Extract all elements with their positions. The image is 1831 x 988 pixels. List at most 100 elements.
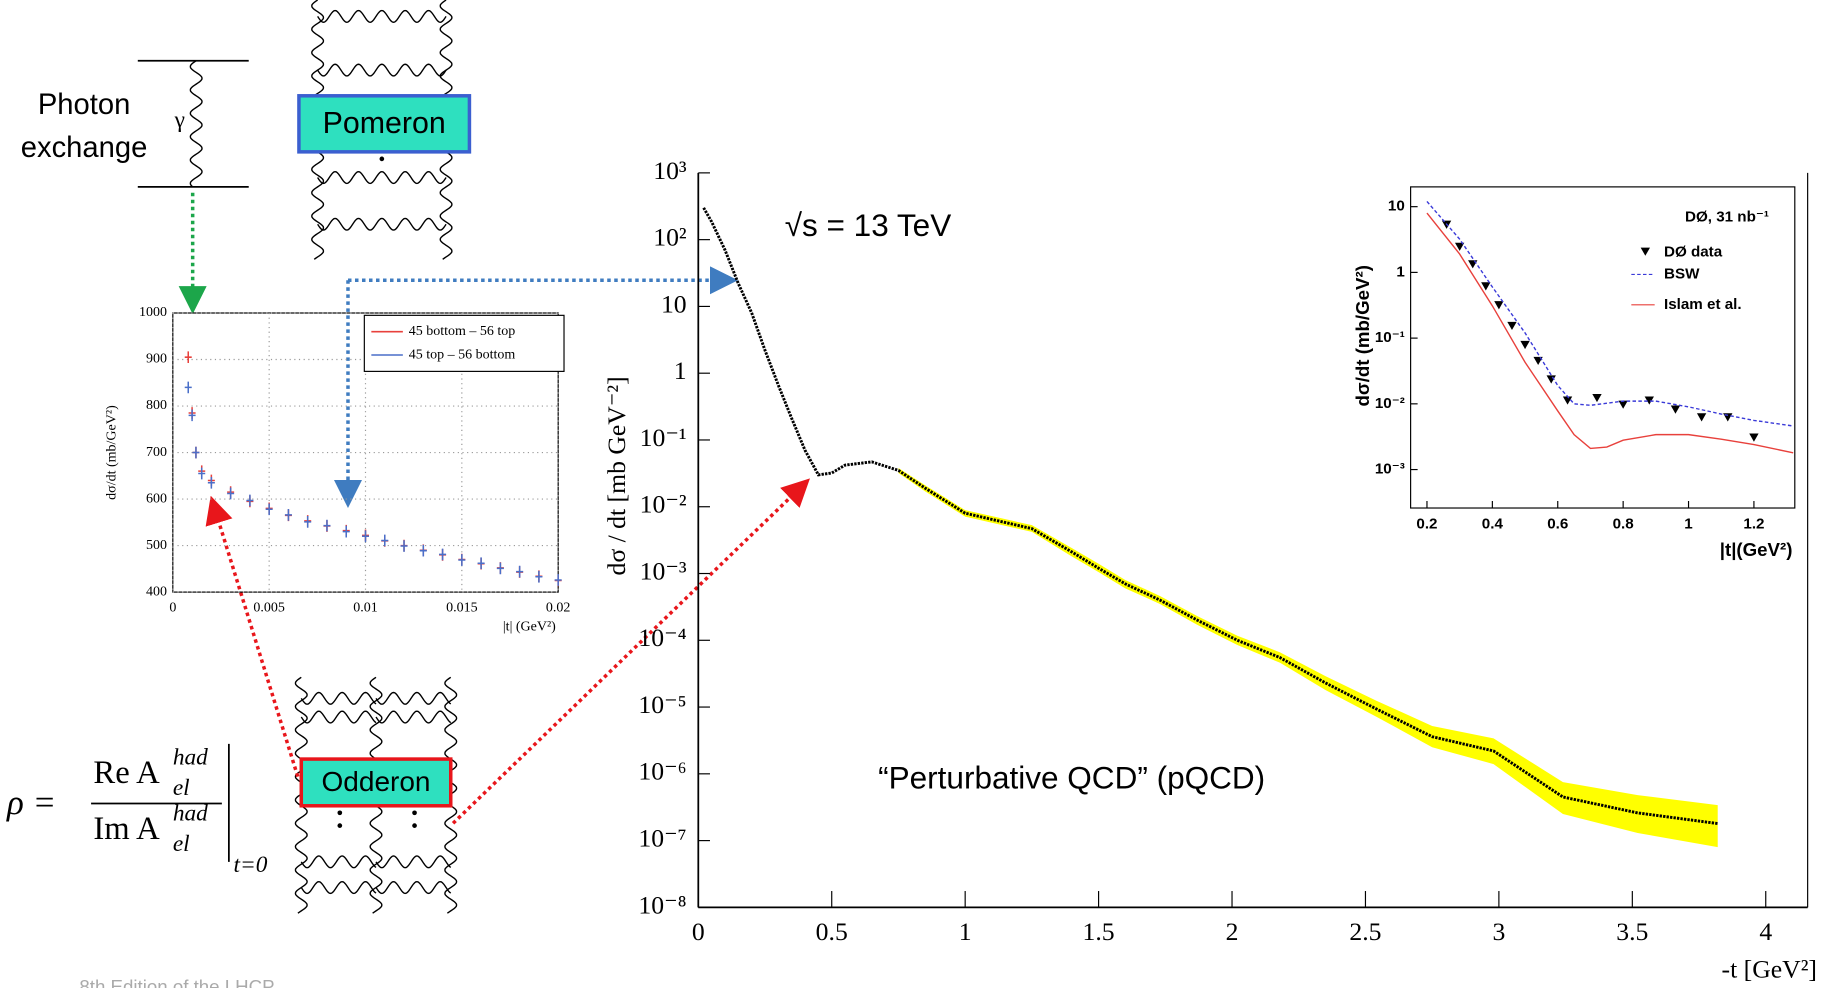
data-marker: [1507, 321, 1517, 331]
x-tick-label: 3: [1492, 917, 1505, 946]
x-tick-label: 0.8: [1613, 515, 1634, 532]
data-marker: [1481, 282, 1491, 291]
legend-label: 45 bottom – 56 top: [409, 324, 516, 339]
legend-label: Islam et al.: [1664, 296, 1742, 313]
data-point: [198, 467, 206, 480]
data-marker: [1562, 396, 1573, 405]
gluon-line: [300, 710, 377, 724]
gluon-line: [317, 9, 447, 23]
x-tick-label: 0: [169, 601, 176, 616]
legend-label: DØ data: [1664, 243, 1723, 260]
x-tick-label: 0.02: [546, 601, 571, 616]
y-tick-label: 10⁻⁸: [638, 890, 686, 919]
y-tick-label: 10⁻⁶: [638, 757, 686, 786]
x-tick-label: 1: [959, 917, 972, 946]
data-line: [702, 207, 1718, 826]
footer: 8th Edition of the LHCP: [79, 976, 274, 988]
inset-background: [1340, 175, 1807, 567]
y-tick-label: 10³: [653, 156, 687, 185]
y-tick-label: 10: [1388, 198, 1405, 215]
y-tick-label: 800: [146, 398, 167, 413]
y-tick-label: 1: [1396, 263, 1405, 280]
dots: [337, 810, 417, 828]
pomeron-label: Pomeron: [323, 107, 446, 140]
data-marker: [1696, 413, 1707, 422]
x-tick-label: 0.2: [1416, 515, 1437, 532]
x-tick-label: 0.005: [253, 601, 285, 616]
y-axis-label: dσ/dt (mb/GeV²): [1352, 265, 1373, 406]
gluon-line: [375, 710, 452, 724]
y-tick-label: 500: [146, 538, 167, 553]
y-tick-label: 700: [146, 445, 167, 460]
x-tick-label: 0.01: [353, 601, 378, 616]
data-point: [342, 525, 350, 538]
data-point: [192, 446, 200, 459]
uncertainty-band: [898, 468, 1718, 848]
dot: [337, 823, 343, 828]
y-tick-label: 10⁻⁷: [638, 823, 686, 852]
data-point: [323, 519, 331, 532]
y-tick-label: 10⁻⁵: [638, 690, 686, 719]
data-point: [207, 476, 215, 489]
data-point: [439, 548, 447, 561]
x-axis-label: |t|(GeV²): [1720, 539, 1793, 560]
y-tick-label: 10⁻³: [1375, 461, 1405, 478]
plot-frame: [1410, 186, 1796, 509]
data-point: [516, 565, 524, 578]
dot: [412, 810, 417, 816]
x-tick-label: 2: [1226, 917, 1239, 946]
legend-label: 45 top – 56 bottom: [409, 347, 516, 362]
data-point: [535, 570, 543, 583]
x-axis-label: |t| (GeV²): [503, 619, 556, 634]
gluon-line: [300, 691, 377, 705]
x-tick-label: 4: [1759, 917, 1772, 946]
annotation: “Perturbative QCD” (pQCD): [878, 759, 1265, 795]
formula-denominator: Im A: [93, 811, 160, 847]
legend-label: BSW: [1664, 265, 1700, 282]
data-point: [284, 509, 292, 521]
x-tick-label: 0.015: [446, 601, 478, 616]
y-tick-label: 10⁻⁴: [638, 623, 686, 652]
pomeron-box: [297, 94, 472, 154]
annotation: √s = 13 TeV: [785, 207, 952, 243]
data-line: [1426, 201, 1794, 427]
data-point: [554, 574, 562, 586]
dot: [412, 823, 417, 828]
formula-numerator: Re A: [93, 755, 160, 791]
data-marker: [1592, 393, 1602, 403]
x-tick-label: 0.6: [1547, 515, 1568, 532]
gluon-line: [375, 855, 452, 869]
y-tick-label: 1: [674, 356, 687, 385]
gluon-line: [317, 217, 447, 231]
data-point: [304, 516, 312, 528]
data-marker: [1670, 405, 1681, 414]
data-marker: [1454, 242, 1465, 251]
y-axis-label: dσ / dt [mb GeV⁻²]: [602, 376, 631, 575]
y-tick-label: 10⁻²: [1375, 395, 1405, 412]
data-point: [419, 544, 427, 557]
odderon-box: [299, 757, 453, 808]
x-tick-label: 2.5: [1349, 917, 1381, 946]
x-tick-label: 3.5: [1616, 917, 1648, 946]
data-line: [1426, 212, 1794, 454]
x-tick-label: 0.5: [816, 917, 848, 946]
data-point: [458, 554, 466, 566]
x-axis-label: -t [GeV²]: [1722, 954, 1817, 983]
formula-superscript: had: [173, 800, 208, 826]
gluon-line: [189, 60, 203, 188]
formula-evaluation: t=0: [234, 852, 268, 878]
formula-subscript: el: [173, 775, 190, 801]
y-tick-label: 10⁻¹: [1375, 329, 1405, 346]
y-tick-label: 10⁻¹: [640, 423, 687, 452]
data-point: [227, 487, 235, 500]
dot: [337, 810, 343, 816]
odderon-label: Odderon: [321, 766, 430, 797]
y-tick-label: 10²: [653, 223, 687, 252]
formula-subscript: el: [173, 831, 190, 857]
gluon-line: [375, 691, 452, 705]
data-marker: [1520, 340, 1530, 350]
data-point: [477, 557, 485, 570]
y-tick-label: 10: [661, 289, 687, 318]
data-point: [184, 381, 192, 394]
y-tick-label: 900: [146, 352, 167, 367]
